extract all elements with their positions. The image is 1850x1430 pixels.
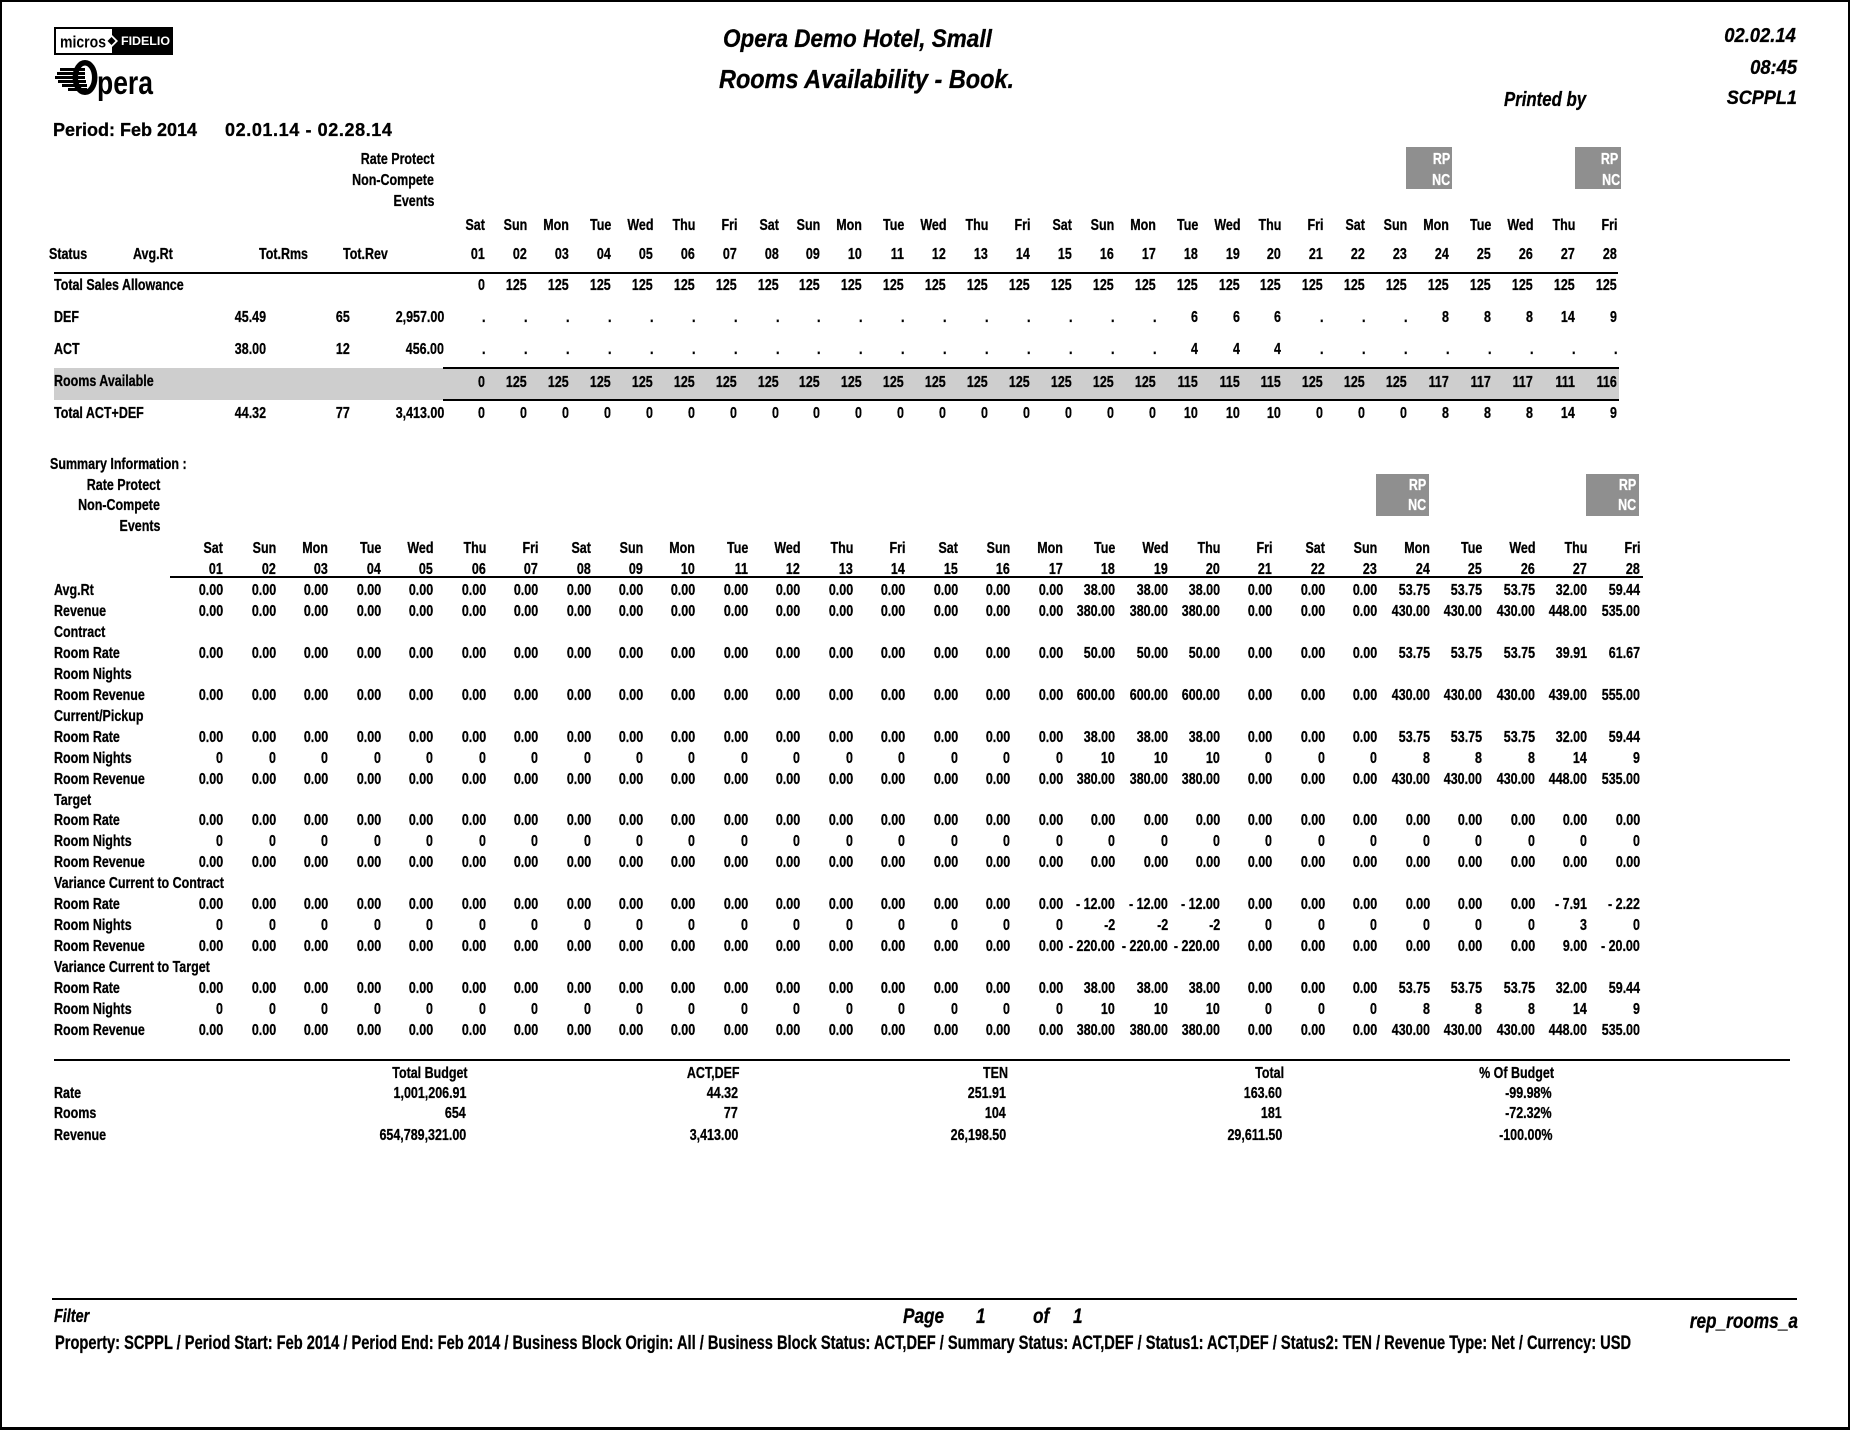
svg-text:micros: micros xyxy=(60,33,106,52)
svg-text:pera: pera xyxy=(97,64,154,101)
svg-text:FIDELIO: FIDELIO xyxy=(121,36,170,48)
